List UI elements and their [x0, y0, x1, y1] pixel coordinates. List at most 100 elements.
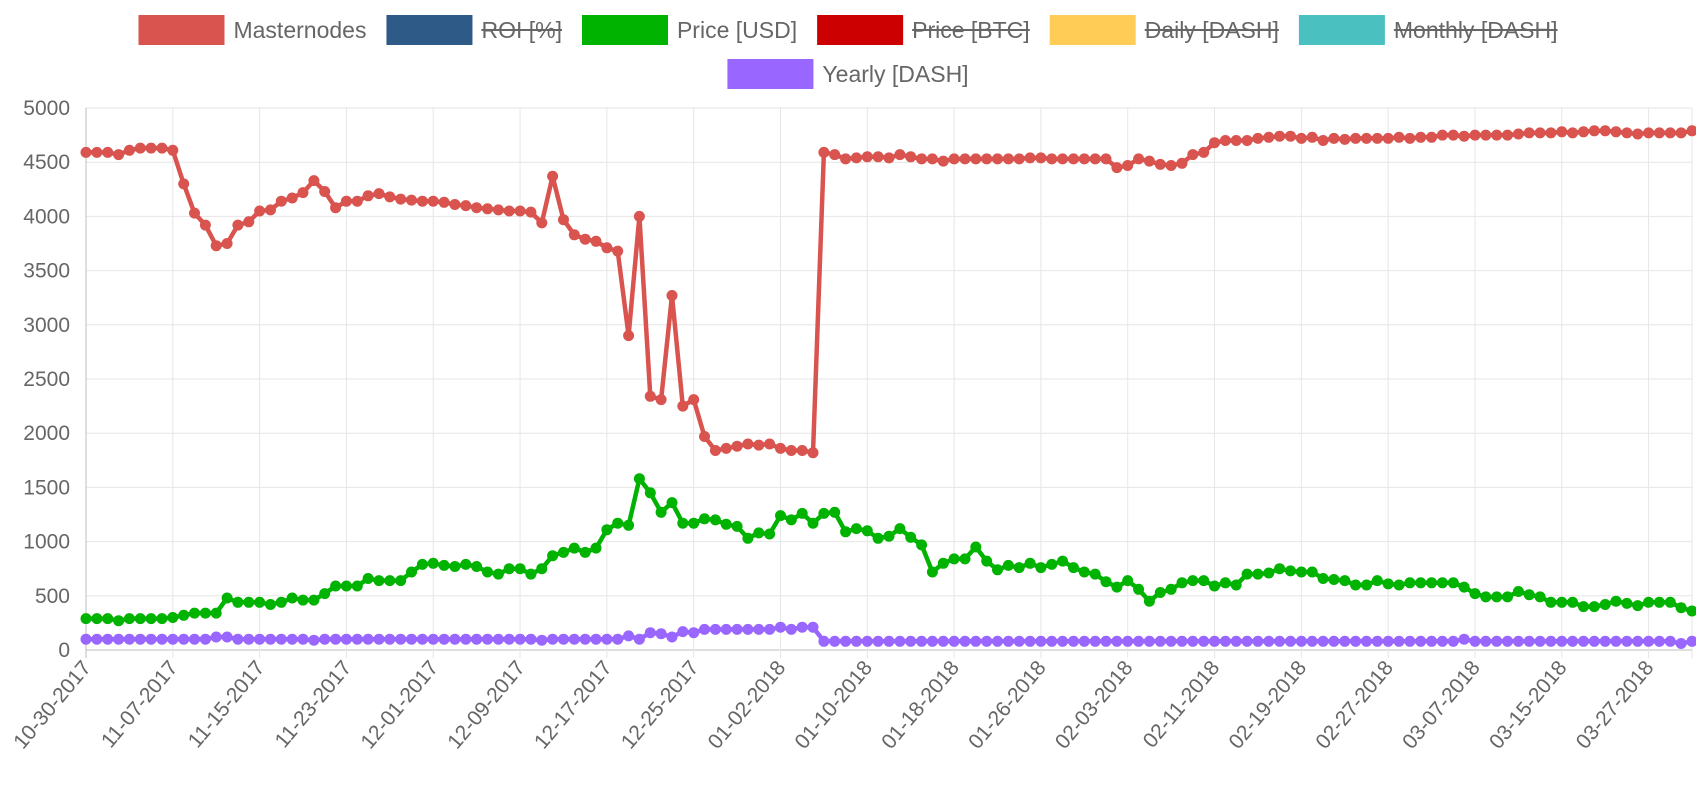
- data-point[interactable]: [210, 631, 222, 643]
- data-point[interactable]: [199, 607, 211, 619]
- data-point[interactable]: [840, 635, 852, 647]
- data-point[interactable]: [1306, 566, 1318, 578]
- data-point[interactable]: [1480, 635, 1492, 647]
- data-point[interactable]: [482, 633, 493, 645]
- data-point[interactable]: [210, 607, 222, 619]
- data-point[interactable]: [221, 631, 233, 643]
- data-point[interactable]: [1328, 574, 1340, 585]
- data-point[interactable]: [482, 203, 493, 215]
- data-point[interactable]: [579, 633, 591, 645]
- data-point[interactable]: [178, 633, 190, 645]
- data-point[interactable]: [1230, 635, 1242, 647]
- data-point[interactable]: [340, 633, 352, 645]
- data-point[interactable]: [916, 635, 928, 647]
- data-point[interactable]: [1512, 128, 1524, 140]
- data-point[interactable]: [1089, 568, 1101, 580]
- data-point[interactable]: [807, 447, 819, 459]
- data-point[interactable]: [319, 186, 331, 197]
- data-point[interactable]: [1415, 635, 1427, 647]
- data-point[interactable]: [568, 633, 580, 645]
- data-point[interactable]: [1295, 132, 1307, 144]
- data-point[interactable]: [1285, 565, 1296, 577]
- data-point[interactable]: [330, 633, 342, 645]
- data-point[interactable]: [91, 613, 103, 625]
- data-point[interactable]: [156, 613, 168, 625]
- data-point[interactable]: [1089, 635, 1101, 647]
- data-point[interactable]: [1686, 605, 1696, 617]
- data-point[interactable]: [1024, 557, 1036, 569]
- data-point[interactable]: [427, 557, 439, 569]
- data-point[interactable]: [438, 633, 450, 645]
- data-point[interactable]: [297, 594, 309, 606]
- data-point[interactable]: [840, 526, 852, 538]
- data-point[interactable]: [840, 153, 852, 165]
- data-point[interactable]: [1089, 153, 1101, 165]
- data-point[interactable]: [1350, 635, 1362, 647]
- data-point[interactable]: [1339, 575, 1351, 587]
- data-point[interactable]: [905, 151, 917, 163]
- data-point[interactable]: [102, 633, 114, 645]
- data-point[interactable]: [807, 517, 819, 529]
- data-point[interactable]: [406, 566, 417, 578]
- data-point[interactable]: [992, 564, 1003, 576]
- data-point[interactable]: [1078, 635, 1090, 647]
- data-point[interactable]: [970, 153, 982, 165]
- data-point[interactable]: [340, 580, 352, 592]
- data-point[interactable]: [1643, 127, 1655, 139]
- data-point[interactable]: [297, 633, 309, 645]
- data-point[interactable]: [644, 487, 656, 499]
- data-point[interactable]: [1111, 581, 1123, 593]
- data-point[interactable]: [1339, 133, 1351, 145]
- data-point[interactable]: [1274, 563, 1286, 575]
- data-point[interactable]: [1664, 635, 1676, 647]
- data-point[interactable]: [655, 628, 667, 640]
- data-point[interactable]: [1209, 635, 1220, 647]
- data-point[interactable]: [1686, 125, 1696, 137]
- data-point[interactable]: [167, 144, 179, 156]
- data-point[interactable]: [492, 633, 504, 645]
- data-point[interactable]: [970, 635, 982, 647]
- data-point[interactable]: [503, 633, 515, 645]
- data-point[interactable]: [1480, 591, 1492, 603]
- data-point[interactable]: [547, 550, 559, 562]
- data-point[interactable]: [558, 546, 569, 558]
- data-point[interactable]: [970, 541, 982, 553]
- data-point[interactable]: [1567, 635, 1579, 647]
- data-point[interactable]: [1295, 566, 1307, 578]
- data-point[interactable]: [1610, 126, 1622, 138]
- data-point[interactable]: [1632, 635, 1644, 647]
- data-point[interactable]: [992, 153, 1003, 165]
- data-point[interactable]: [709, 514, 721, 526]
- data-point[interactable]: [1154, 158, 1166, 170]
- data-point[interactable]: [503, 205, 515, 217]
- data-point[interactable]: [514, 563, 526, 575]
- data-point[interactable]: [525, 206, 537, 218]
- data-point[interactable]: [1024, 152, 1036, 164]
- legend-item-daily-dash[interactable]: Daily [DASH]: [1049, 15, 1279, 45]
- data-point[interactable]: [785, 514, 797, 526]
- data-point[interactable]: [742, 438, 754, 450]
- data-point[interactable]: [1154, 587, 1166, 598]
- data-point[interactable]: [1068, 562, 1079, 574]
- data-point[interactable]: [514, 205, 526, 217]
- data-point[interactable]: [1295, 635, 1307, 647]
- data-point[interactable]: [883, 530, 895, 542]
- legend-item-price-btc[interactable]: Price [BTC]: [817, 15, 1030, 45]
- data-point[interactable]: [1502, 591, 1513, 603]
- data-point[interactable]: [286, 192, 298, 204]
- data-point[interactable]: [775, 442, 786, 454]
- data-point[interactable]: [1578, 635, 1589, 647]
- data-point[interactable]: [1317, 573, 1329, 584]
- data-point[interactable]: [1415, 131, 1427, 143]
- data-point[interactable]: [1035, 635, 1047, 647]
- data-point[interactable]: [1371, 132, 1383, 144]
- data-point[interactable]: [1545, 635, 1557, 647]
- data-point[interactable]: [1502, 129, 1513, 141]
- data-point[interactable]: [1599, 635, 1611, 647]
- data-point[interactable]: [232, 633, 244, 645]
- data-point[interactable]: [1100, 635, 1112, 647]
- data-point[interactable]: [992, 635, 1003, 647]
- data-point[interactable]: [764, 623, 776, 635]
- data-point[interactable]: [482, 566, 493, 578]
- data-point[interactable]: [330, 202, 342, 214]
